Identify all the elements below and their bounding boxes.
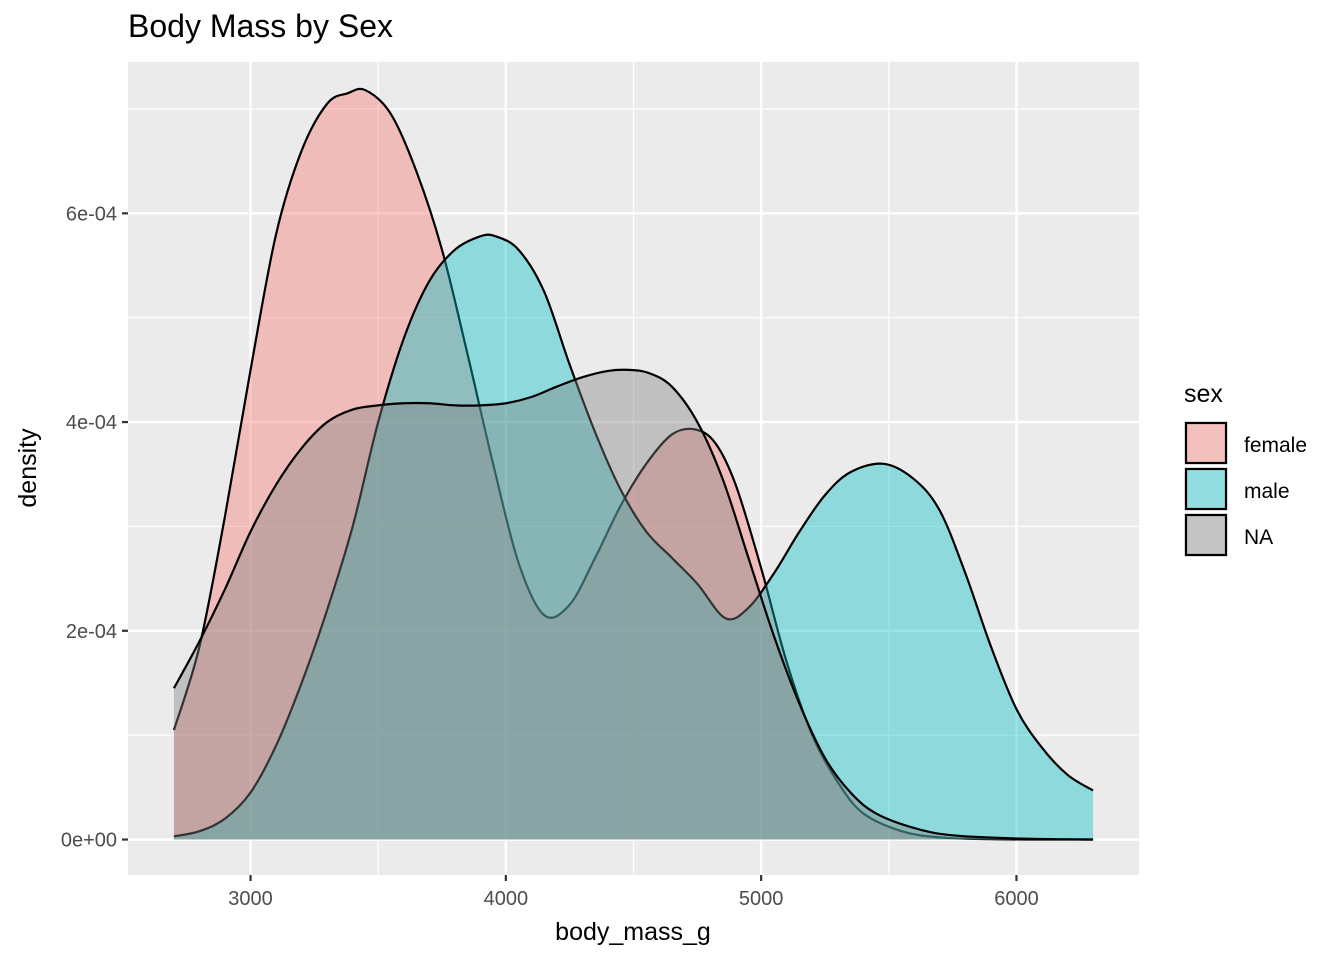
y-tick-label: 0e+00 [61, 830, 117, 852]
legend-key-female [1184, 421, 1228, 465]
major-gridlines [128, 62, 1139, 875]
y-axis-title: density [14, 428, 42, 508]
y-tick-label: 4e-04 [66, 412, 117, 434]
legend-title: sex [1184, 380, 1223, 408]
x-axis-title: body_mass_g [555, 918, 711, 946]
x-tick-label: 4000 [484, 888, 529, 910]
y-tick-label: 6e-04 [66, 203, 117, 225]
legend-label-male: male [1244, 480, 1290, 503]
density-line-male [173, 233, 1094, 838]
legend-label-na: NA [1244, 526, 1273, 549]
legend-key-na [1184, 513, 1228, 557]
x-axis: 3000 4000 5000 6000 [228, 875, 1039, 910]
density-line-na [172, 368, 1094, 841]
density-areas [172, 87, 1094, 841]
legend-label-female: female [1244, 434, 1307, 457]
y-axis: 0e+00 2e-04 4e-04 6e-04 [61, 203, 128, 852]
density-area-na [173, 369, 1094, 840]
density-area-male [173, 234, 1094, 840]
legend-key-bg-male [1184, 467, 1228, 511]
x-tick-label: 3000 [228, 888, 273, 910]
density-line-female [172, 87, 1094, 841]
legend-key-male [1184, 467, 1228, 511]
density-area-female [173, 88, 1094, 840]
x-tick-label: 6000 [994, 888, 1039, 910]
chart-title: Body Mass by Sex [128, 8, 393, 44]
legend-key-bg-female [1184, 421, 1228, 465]
legend: sex female male NA [1184, 380, 1307, 557]
legend-key-bg-na [1184, 513, 1228, 557]
minor-gridlines [128, 62, 1139, 875]
y-tick-label: 2e-04 [66, 621, 117, 643]
x-tick-label: 5000 [739, 888, 784, 910]
